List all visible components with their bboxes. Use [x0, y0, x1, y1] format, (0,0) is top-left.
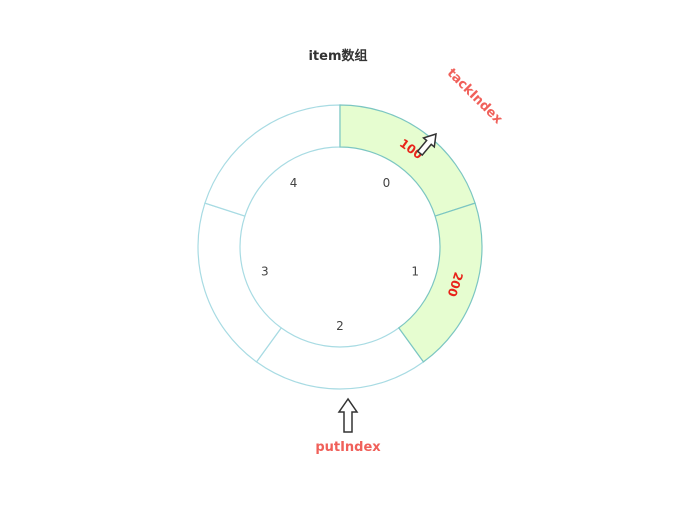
segment-index-0: 0: [383, 176, 391, 190]
ring-segment-1: [397, 202, 483, 363]
take-pointer: tackIndex: [416, 66, 506, 157]
segment-index-2: 2: [336, 319, 344, 333]
put-pointer-label: putIndex: [315, 440, 381, 455]
ring-segment-3: [197, 202, 283, 363]
ring-segment-4: [204, 104, 341, 217]
ring-segment-2: [255, 327, 425, 390]
take-pointer-label: tackIndex: [444, 66, 506, 128]
index-labels: 0 1 2 3 4: [261, 176, 419, 333]
put-arrow-icon: [337, 397, 359, 433]
segment-index-4: 4: [290, 176, 298, 190]
segment-index-1: 1: [411, 264, 419, 278]
segment-index-3: 3: [261, 264, 269, 278]
put-pointer: putIndex: [315, 397, 381, 455]
ring-array: [197, 104, 483, 390]
ring-segment-0: [339, 104, 476, 217]
diagram-title: item数组: [308, 48, 367, 64]
take-arrow-icon: [416, 132, 437, 157]
